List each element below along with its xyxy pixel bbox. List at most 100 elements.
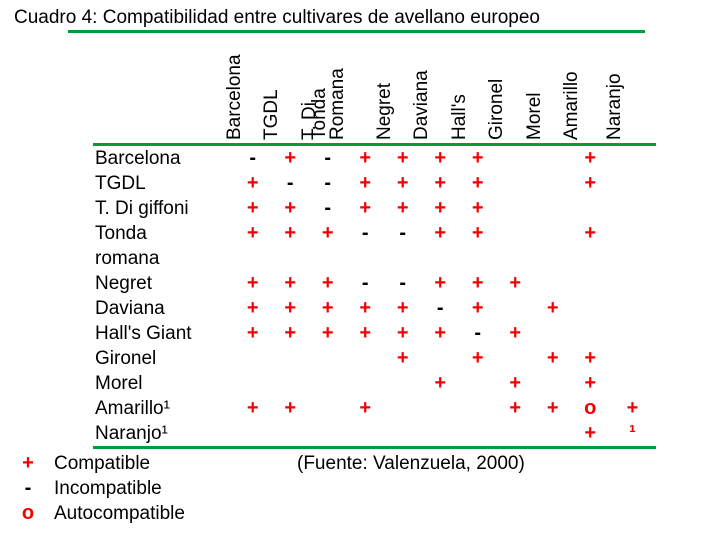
compatibility-symbol: + (509, 322, 522, 344)
matrix-cell: + (422, 271, 460, 296)
matrix-cell (309, 346, 347, 371)
matrix-cell: + (347, 296, 385, 321)
matrix-cell (609, 371, 656, 396)
compatibility-symbol: + (471, 272, 484, 294)
table-title: Cuadro 4: Compatibilidad entre cultivare… (14, 7, 540, 28)
matrix-cell (309, 421, 347, 446)
title-underline (68, 30, 645, 33)
compatibility-symbol: + (626, 397, 639, 419)
matrix-cell: + (497, 321, 535, 346)
legend-label: Autocompatible (54, 503, 185, 524)
matrix-cell: + (347, 321, 385, 346)
legend-label: Compatible (54, 453, 151, 474)
compatibility-symbol: + (396, 147, 409, 169)
matrix-cell: + (459, 171, 497, 196)
compatibility-symbol: + (246, 397, 259, 419)
matrix-cell: + (309, 296, 347, 321)
compatibility-symbol: + (359, 397, 372, 419)
row-label: Negret (95, 273, 153, 294)
compatibility-symbol: - (436, 297, 444, 319)
compatibility-symbol: - (249, 147, 257, 169)
compatibility-symbol: - (324, 147, 332, 169)
matrix-cell: + (572, 421, 610, 446)
compatibility-symbol: + (584, 372, 597, 394)
compatibility-symbol: + (471, 147, 484, 169)
compatibility-symbol: + (584, 172, 597, 194)
column-header-label: Hall's (448, 94, 470, 140)
matrix-cell (534, 221, 572, 271)
column-header: Naranjo (604, 40, 656, 143)
matrix-cell: + (384, 346, 422, 371)
compatibility-symbol: - (361, 272, 369, 294)
matrix-cell (534, 271, 572, 296)
compatibility-symbol: + (546, 397, 559, 419)
compatibility-symbol: - (324, 197, 332, 219)
matrix-cell: + (234, 321, 272, 346)
matrix-cell: - (384, 271, 422, 296)
compatibility-symbol: + (359, 322, 372, 344)
row-label: Gironel (95, 348, 157, 369)
matrix-cell (384, 421, 422, 446)
matrix-cell: + (272, 221, 310, 271)
matrix-cell (609, 321, 656, 346)
legend-symbol: + (22, 452, 34, 474)
compatibility-symbol: + (434, 272, 447, 294)
matrix-cell (422, 346, 460, 371)
column-header-label: Gironel (486, 78, 508, 140)
matrix-cell: + (347, 146, 385, 171)
compatibility-symbol: + (546, 297, 559, 319)
compatibility-symbol: - (399, 222, 407, 244)
matrix-cell: + (497, 371, 535, 396)
matrix-cell (309, 371, 347, 396)
matrix-cell: + (234, 396, 272, 421)
matrix-cell: + (384, 146, 422, 171)
compatibility-symbol: + (246, 297, 259, 319)
compatibility-symbol: + (284, 322, 297, 344)
matrix-cell (534, 171, 572, 196)
matrix-cell: + (497, 396, 535, 421)
compatibility-symbol: + (246, 272, 259, 294)
compatibility-symbol: + (584, 222, 597, 244)
compatibility-symbol: + (284, 297, 297, 319)
compatibility-symbol: + (584, 147, 597, 169)
matrix-cell: + (497, 271, 535, 296)
matrix-cell: + (572, 371, 610, 396)
column-header-label: Morel (523, 92, 545, 140)
matrix-cell: + (459, 146, 497, 171)
matrix-cell: + (422, 146, 460, 171)
compatibility-symbol: + (396, 297, 409, 319)
legend-item: o Autocompatible (16, 501, 185, 526)
matrix-cell: + (459, 296, 497, 321)
matrix-cell (572, 196, 610, 221)
compatibility-symbol: + (509, 397, 522, 419)
matrix-cell (384, 371, 422, 396)
matrix-cell (534, 146, 572, 171)
compatibility-symbol: + (471, 197, 484, 219)
matrix-cell (609, 296, 656, 321)
row-label: Amarillo¹ (95, 398, 170, 419)
column-header-label: Daviana (411, 70, 433, 140)
matrix-cell: + (384, 196, 422, 221)
matrix-cell (347, 421, 385, 446)
compatibility-matrix: Barcelona TGDL T. Di Tonda Romana Negret Davi… (93, 40, 656, 449)
matrix-cell (497, 171, 535, 196)
matrix-cell (272, 421, 310, 446)
matrix-cell (497, 221, 535, 271)
compatibility-symbol: + (434, 222, 447, 244)
matrix-cell: + (422, 221, 460, 271)
header-rule (93, 143, 656, 146)
compatibility-symbol: - (474, 322, 482, 344)
matrix-cell: + (347, 396, 385, 421)
column-header-label: TGDL (261, 89, 283, 140)
matrix-cell (459, 421, 497, 446)
matrix-cell (497, 346, 535, 371)
matrix-cell (497, 421, 535, 446)
row-label: Barcelona (95, 148, 181, 169)
source-citation: (Fuente: Valenzuela, 2000) (297, 453, 525, 474)
matrix-cell (534, 421, 572, 446)
matrix-cell (309, 396, 347, 421)
matrix-cell: + (309, 221, 347, 271)
matrix-cell (572, 296, 610, 321)
matrix-cell: + (609, 396, 656, 421)
